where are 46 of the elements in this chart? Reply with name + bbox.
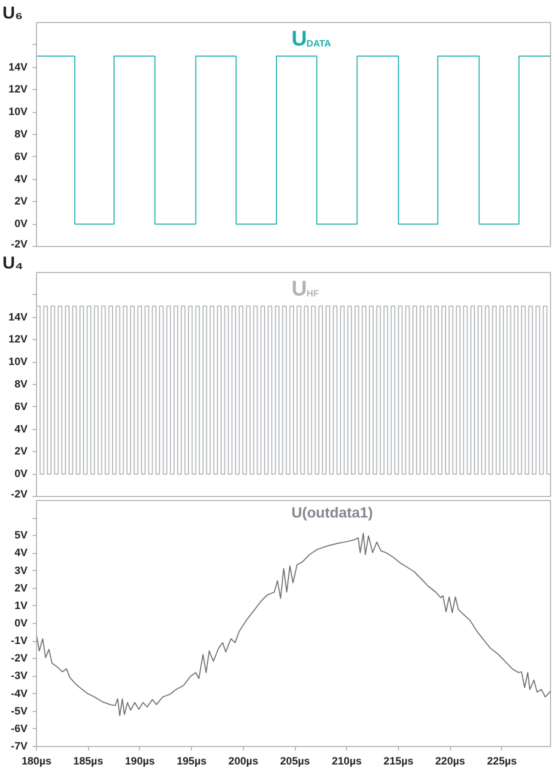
y-tick-label: -3V (10, 670, 28, 682)
chart-title: UDATA (292, 26, 332, 50)
y-tick-label: 12V (8, 334, 28, 346)
y-tick-label: 10V (8, 106, 28, 118)
x-tick-label: 195µs (176, 756, 207, 768)
x-tick-label: 185µs (73, 756, 104, 768)
y-tick-label: -1V (10, 635, 28, 648)
x-tick-label: 190µs (125, 756, 155, 768)
y-tick-label: 2V (14, 196, 28, 208)
y-tick-label: -2V (10, 652, 28, 665)
y-tick-label: 8V (14, 378, 28, 390)
y-tick-label: 4V (14, 547, 28, 560)
y-tick-label: 10V (8, 356, 28, 368)
x-tick-label: 220µs (435, 756, 466, 768)
y-tick-label: -6V (10, 722, 28, 735)
y-tick-label: 1V (14, 600, 28, 612)
y-tick-label: 14V (8, 311, 28, 324)
x-tick-label: 215µs (384, 756, 414, 768)
y-tick-label: 3V (14, 564, 28, 577)
y-tick-label: 5V (14, 530, 28, 542)
x-tick-label: 210µs (332, 756, 362, 768)
y-tick-label: 8V (14, 128, 28, 140)
y-tick-label: -2V (10, 488, 28, 500)
y-tick-label: 14V (8, 61, 28, 74)
y-tick-label: 2V (14, 446, 28, 458)
y-tick-label: 0V (14, 468, 28, 480)
y-tick-label: 2V (14, 582, 28, 594)
y-tick-label: 0V (14, 218, 28, 230)
y-tick-label: -5V (10, 705, 28, 718)
y-tick-label: -7V (10, 740, 28, 752)
y-axis-title: U₄ (2, 252, 24, 272)
y-tick-label: -2V (10, 238, 28, 250)
x-tick-label: 200µs (228, 756, 258, 768)
y-axis-title: U₆ (2, 2, 23, 22)
y-tick-label: 12V (8, 84, 28, 96)
y-tick-label: 0V (14, 618, 28, 630)
chart-title: U(outdata1) (292, 506, 374, 522)
x-tick-label: 180µs (22, 756, 52, 768)
x-tick-label: 205µs (280, 756, 310, 768)
y-tick-label: 4V (14, 173, 28, 186)
chart-title: UHF (292, 276, 320, 300)
x-tick-label: 225µs (486, 756, 517, 768)
y-tick-label: -4V (10, 688, 28, 700)
y-tick-label: 6V (14, 150, 28, 163)
y-tick-label: 6V (14, 400, 28, 413)
y-tick-label: 4V (14, 423, 28, 436)
